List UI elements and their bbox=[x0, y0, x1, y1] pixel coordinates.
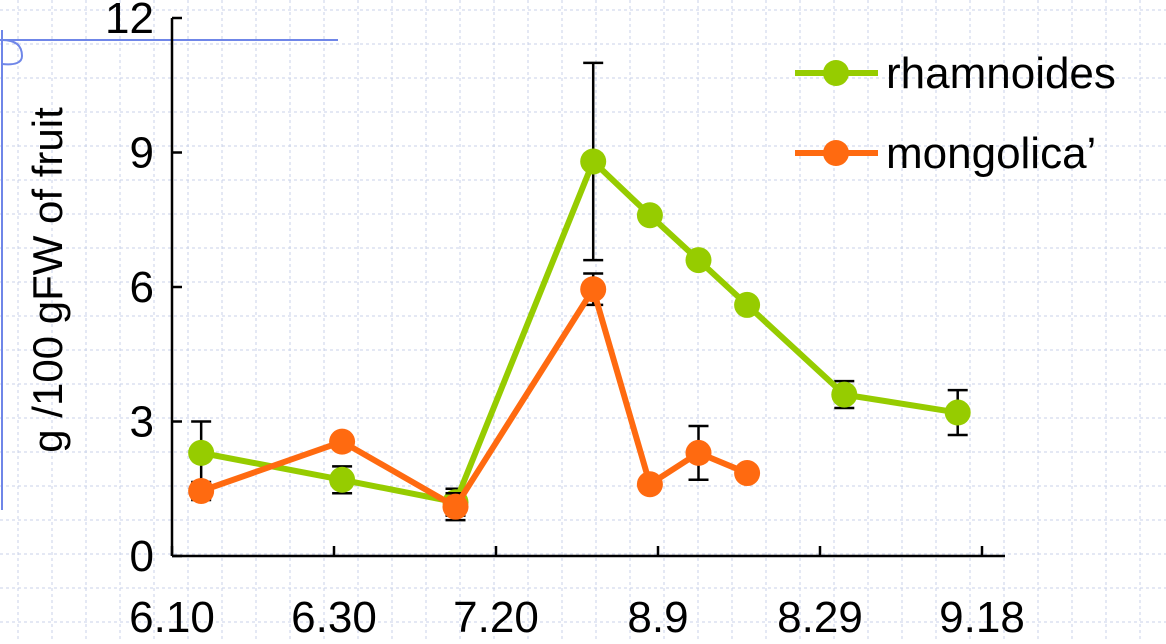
legend-label: mongolica’ bbox=[886, 129, 1096, 178]
slide-decoration bbox=[0, 30, 338, 510]
x-tick-label: 8.9 bbox=[627, 593, 688, 639]
y-axis-title: g /100 gFW of fruit bbox=[24, 107, 71, 453]
data-point bbox=[685, 247, 712, 274]
series-line bbox=[200, 286, 749, 510]
data-point bbox=[944, 399, 971, 426]
legend-item: rhamnoides bbox=[795, 49, 1116, 98]
series-rhamnoides bbox=[188, 61, 971, 517]
data-point bbox=[188, 439, 215, 466]
x-tick-label: 7.20 bbox=[453, 593, 539, 639]
data-point bbox=[442, 493, 469, 520]
data-point bbox=[685, 439, 712, 466]
legend: rhamnoides mongolica’ bbox=[795, 49, 1116, 178]
y-tick-label: 3 bbox=[130, 398, 154, 447]
legend-item: mongolica’ bbox=[795, 129, 1096, 178]
y-tick-label: 12 bbox=[105, 0, 154, 43]
data-point bbox=[329, 466, 356, 493]
data-point bbox=[831, 381, 858, 408]
legend-swatch-marker bbox=[823, 140, 849, 166]
x-tick-label: 6.30 bbox=[291, 593, 377, 639]
legend-label: rhamnoides bbox=[886, 49, 1116, 98]
legend-swatch-marker bbox=[823, 60, 849, 86]
x-tick-label: 6.10 bbox=[129, 593, 215, 639]
x-tick-label: 8.29 bbox=[777, 593, 863, 639]
data-point bbox=[734, 460, 761, 487]
data-point bbox=[188, 477, 215, 504]
series bbox=[188, 61, 971, 522]
data-point bbox=[329, 428, 356, 455]
decor-curl bbox=[1, 39, 24, 66]
data-point bbox=[734, 291, 761, 318]
y-tick-label: 0 bbox=[130, 532, 154, 581]
data-point bbox=[636, 202, 663, 229]
series-mongolica bbox=[188, 272, 761, 522]
x-tick-label: 9.18 bbox=[939, 593, 1025, 639]
y-tick-label: 6 bbox=[130, 263, 154, 312]
data-point bbox=[636, 471, 663, 498]
y-tick-label: 9 bbox=[130, 129, 154, 178]
data-point bbox=[580, 148, 607, 175]
data-point bbox=[580, 276, 607, 303]
axes: 0 3 6 9 12 6.10 6.30 7.20 8.9 8.29 9.18 bbox=[105, 0, 1025, 642]
